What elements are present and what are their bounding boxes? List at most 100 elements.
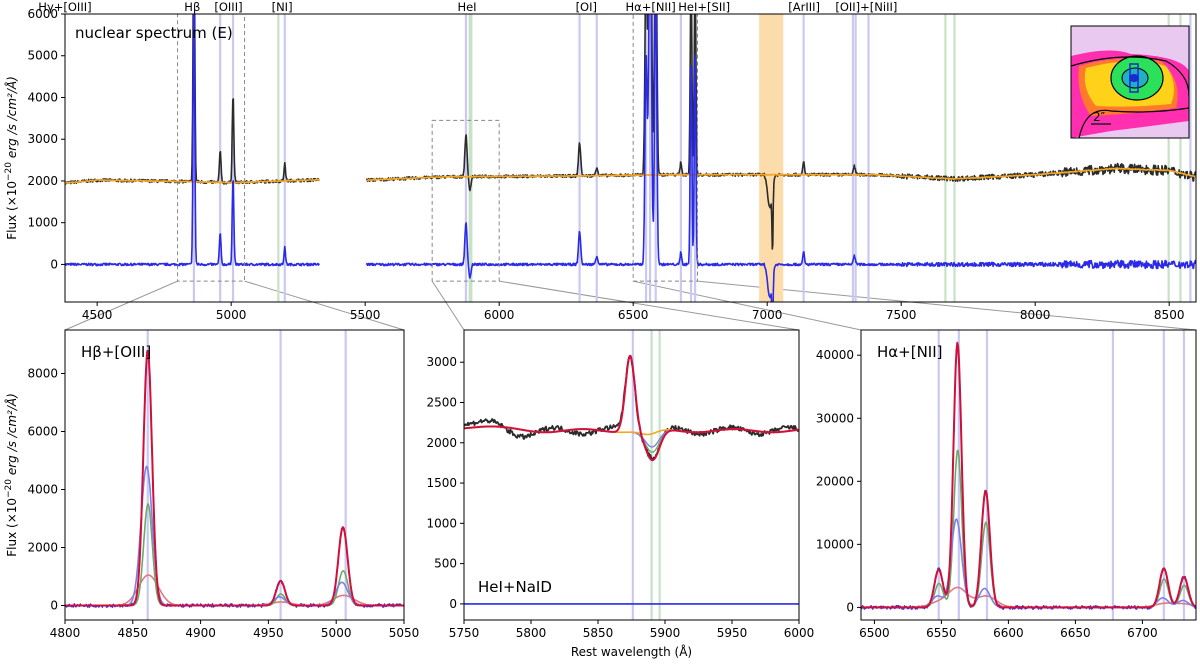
emission-line-marker [937, 330, 940, 620]
top-x-tick-label: 8500 [1154, 308, 1185, 322]
hbeta-axes-frame [64, 329, 405, 621]
halpha-plot-area [861, 330, 1196, 620]
halpha-panel-title: Hα+[NII] [877, 343, 943, 361]
emission-line-marker [957, 330, 960, 620]
top-y-tick-label: 3000 [27, 132, 58, 146]
zoom-connector-left [431, 280, 465, 331]
emission-line-marker [1111, 330, 1115, 620]
emission-line-marker [851, 14, 855, 302]
hei-plot-area [464, 330, 799, 620]
top-plot-area [65, 14, 1196, 302]
halpha-x-tick-label: 6550 [926, 626, 957, 640]
hbeta-x-tick-label: 4900 [185, 626, 216, 640]
line-label: Hγ+[OIII] [38, 0, 91, 14]
emission-line-marker [344, 330, 347, 620]
hbeta-y-tick-label: 0 [50, 599, 58, 613]
hbeta-x-tick-label: 4950 [253, 626, 284, 640]
top-x-tick-label: 8000 [1020, 308, 1051, 322]
hei-axes-frame [463, 329, 800, 621]
halpha-axes-frame [860, 329, 1197, 621]
ylabel-suffix: erg /s /cm²/Å) [4, 76, 19, 162]
line-label: [ArIII] [788, 0, 820, 14]
line-label: Hα+[NII] [625, 0, 675, 14]
absorption-line-marker [650, 330, 653, 620]
hbeta-residual-spectrum [65, 349, 404, 608]
hbeta-panel-title: Hβ+[OIII] [81, 343, 151, 361]
top-panel-title: nuclear spectrum (E) [75, 24, 233, 42]
hei-y-tick-label: 1500 [426, 476, 457, 490]
hei-y-tick-label: 1000 [426, 516, 457, 530]
line-label: Hβ [184, 0, 200, 14]
emission-line-marker [464, 14, 468, 302]
emission-line-marker [689, 14, 693, 302]
emission-line-marker [146, 330, 149, 620]
hei-x-tick-label: 6000 [784, 626, 815, 640]
top-y-tick-label: 5000 [27, 49, 58, 63]
hbeta-plot-area [65, 330, 404, 620]
hei-x-tick-label: 5850 [583, 626, 614, 640]
absorption-line-marker [468, 14, 471, 302]
emission-line-marker [985, 330, 989, 620]
hei-x-tick-label: 5950 [717, 626, 748, 640]
emission-line-marker [231, 14, 235, 302]
zoom-box-0 [177, 13, 246, 282]
halpha-total-fit [861, 341, 1196, 609]
top-x-tick-label: 6000 [484, 308, 515, 322]
hbeta-y-axis-label: Flux (×10−20 erg /s /cm²/Å) [4, 393, 19, 557]
top-x-tick-label: 5000 [216, 308, 247, 322]
hei-x-tick-label: 5900 [650, 626, 681, 640]
hbeta-y-tick-label: 4000 [27, 483, 58, 497]
hei-y-tick-label: 0 [449, 597, 457, 611]
emission-line-marker [192, 14, 196, 302]
emission-line-marker [631, 330, 634, 620]
flux-map-inset: 2″ [1070, 25, 1190, 139]
halpha-y-tick-label: 40000 [816, 348, 854, 362]
halpha-component-broad [861, 586, 1196, 609]
hbeta-total-fit [65, 350, 404, 607]
ylabel-exponent: −20 [4, 162, 14, 181]
line-label: [OII]+[NiII] [835, 0, 897, 14]
zoom-connector-left [633, 280, 862, 331]
hei-x-tick-label: 5800 [516, 626, 547, 640]
ylabel-prefix: Flux (×10 [5, 498, 19, 557]
x-axis-label: Rest wavelength (Å) [571, 644, 692, 659]
emission-line-marker [1189, 14, 1192, 302]
halpha-y-tick-label: 0 [846, 600, 854, 614]
emission-line-marker [854, 14, 857, 302]
panel-hei-naid: 5750 5800 5850 5900 5950 6000 0 500 1000 1500 2000… [426, 329, 815, 659]
halpha-y-tick-label: 20000 [816, 474, 854, 488]
halpha-component-narrow [861, 449, 1196, 609]
emission-line-marker [867, 14, 870, 302]
inset-contour [1071, 56, 1189, 97]
zoom-connector-right [499, 280, 800, 331]
top-x-tick-label: 4500 [82, 308, 113, 322]
zoom-connectors [64, 280, 1197, 331]
absorption-line-marker [277, 14, 280, 302]
line-label: [OI] [576, 0, 597, 14]
hei-observed-spectrum [464, 356, 799, 461]
top-panel-nuclear-spectrum: 4500 5000 5500 6000 6500 7000 7500 8000 8500 0 100… [4, 0, 1197, 322]
inset-scale-label: 2″ [1093, 110, 1106, 124]
top-y-tick-label: 1000 [27, 216, 58, 230]
top-y-tick-label: 0 [50, 257, 58, 271]
halpha-component-blue [861, 518, 1196, 609]
hei-y-tick-label: 500 [434, 557, 457, 571]
inset-aperture [1129, 63, 1139, 93]
emission-line-marker [654, 14, 657, 302]
emission-line-marker [578, 14, 581, 302]
absorption-line-marker [470, 14, 473, 302]
absorption-line-marker [1179, 14, 1182, 302]
absorption-line-marker [1167, 14, 1170, 302]
zoom-connector-left [64, 280, 178, 331]
emission-line-marker [644, 14, 648, 302]
ylabel-exponent: −20 [4, 479, 14, 498]
line-label: HeI+[SII] [678, 0, 730, 14]
hbeta-y-tick-label: 6000 [27, 425, 58, 439]
emission-line-marker [802, 14, 805, 302]
hbeta-component-blue [65, 465, 404, 607]
halpha-y-tick-label: 30000 [816, 411, 854, 425]
hbeta-component-narrow [65, 503, 404, 607]
zoom-connector-right [244, 280, 405, 331]
halpha-x-tick-label: 6500 [859, 626, 890, 640]
top-x-tick-label: 7000 [752, 308, 783, 322]
